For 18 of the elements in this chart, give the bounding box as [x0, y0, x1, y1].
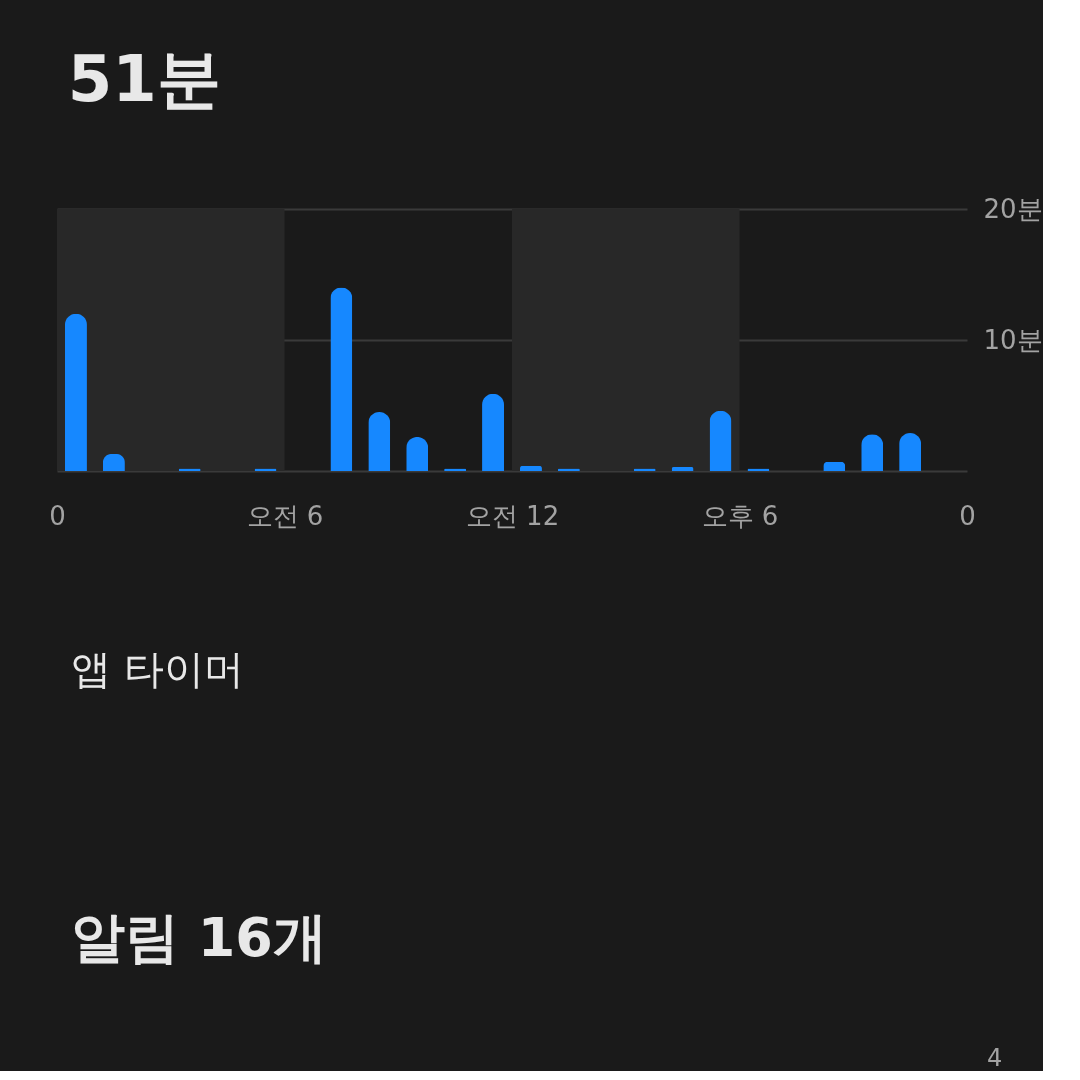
x-tick-label: 오전 6: [246, 500, 324, 531]
x-tick-label: 0: [49, 500, 66, 531]
bar: [64, 313, 87, 471]
text: 앱 타이머: [71, 646, 244, 692]
x-tick-label: 0: [959, 500, 976, 531]
x-tick-label: 오전 12: [465, 500, 560, 531]
chart-title: 51분: [67, 42, 221, 116]
bar: [823, 461, 846, 471]
bar: [671, 467, 694, 471]
y-tick-label: 20분: [983, 193, 1043, 224]
bar: [709, 410, 732, 471]
bar: [330, 287, 353, 471]
text: 4: [987, 1044, 1003, 1072]
bar: [482, 393, 505, 471]
text: 알림 16개: [71, 906, 327, 969]
x-tick-label: 오후 6: [701, 500, 779, 531]
bar: [368, 412, 391, 471]
y-tick-label: 10분: [983, 324, 1043, 355]
